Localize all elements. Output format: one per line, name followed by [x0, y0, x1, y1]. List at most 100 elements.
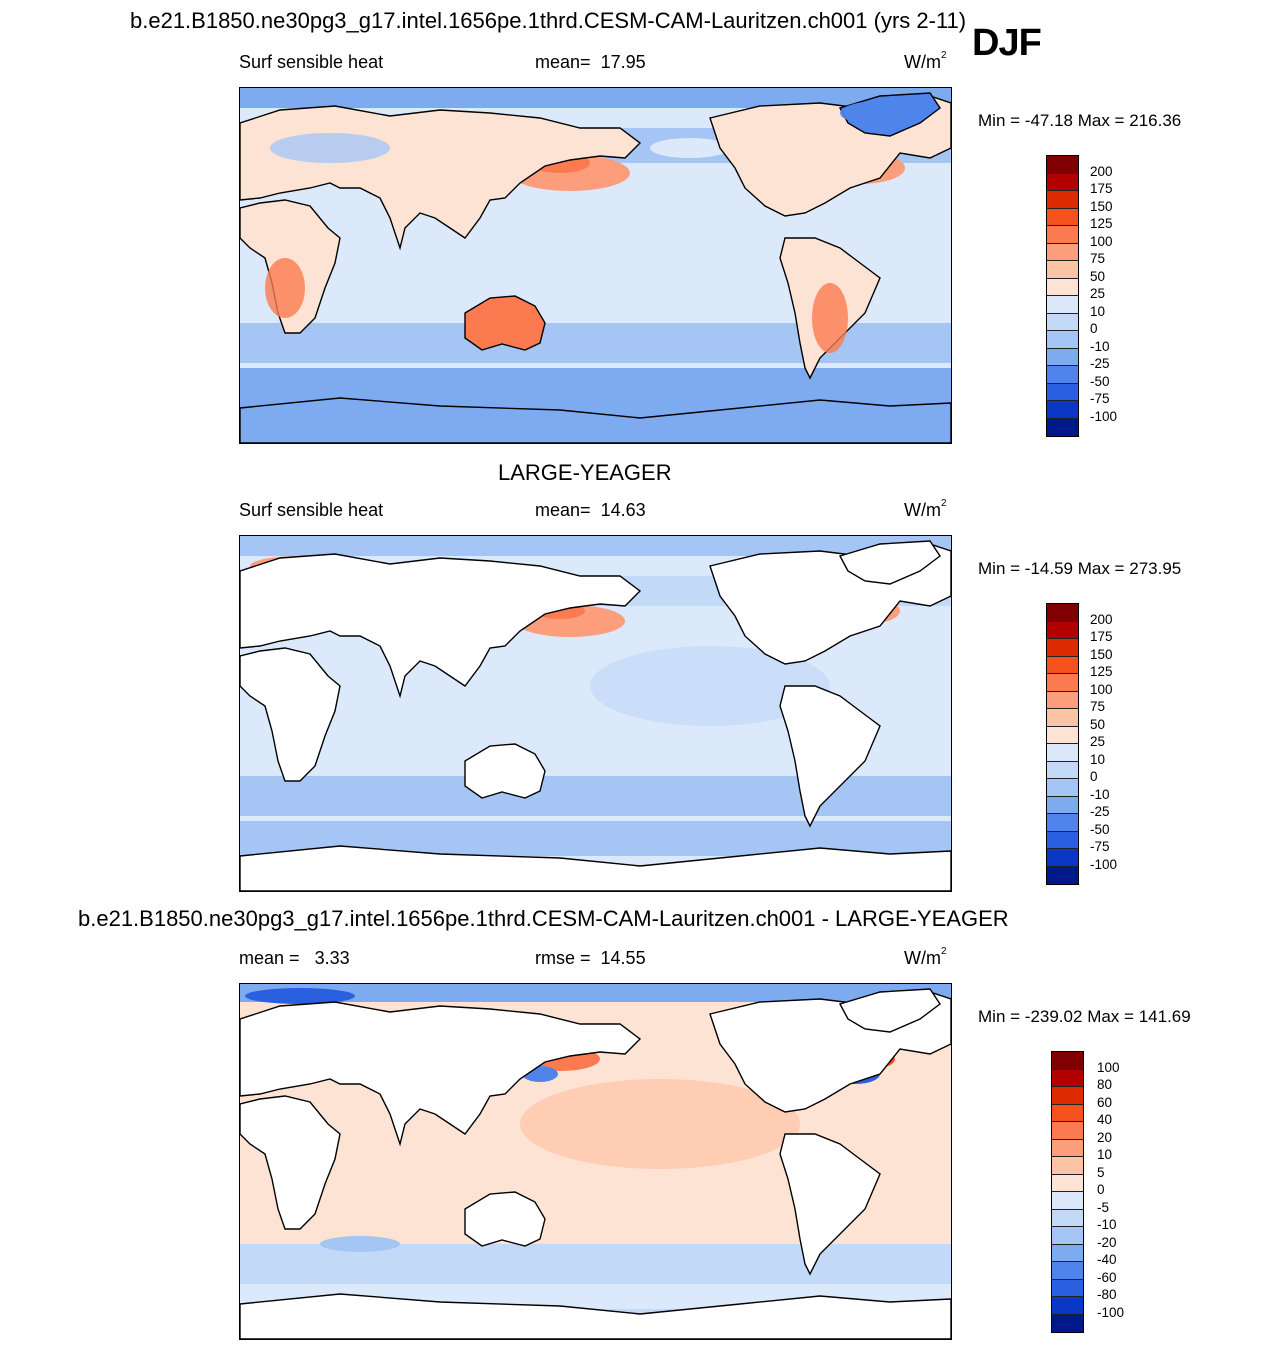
colorbar-level-label: -50 [1090, 373, 1110, 389]
colorbar-level-label: -80 [1097, 1287, 1117, 1302]
map-svg [240, 984, 951, 1339]
australia-landmass [464, 295, 546, 351]
colorbar-swatch [1047, 691, 1078, 709]
colorbar-level-label: 100 [1090, 681, 1113, 697]
colorbar-level-label: 10 [1090, 751, 1106, 767]
colorbar-swatch [1047, 849, 1078, 867]
colorbar-swatch [1047, 173, 1078, 191]
colorbar-level-label: 50 [1090, 716, 1106, 732]
colorbar-swatch [1047, 243, 1078, 261]
colorbar-level-label: 175 [1090, 181, 1113, 196]
colorbar-swatch [1052, 1157, 1083, 1175]
colorbar-swatch [1047, 744, 1078, 762]
colorbar-swatch [1047, 761, 1078, 779]
colorbar-swatch [1052, 1087, 1083, 1105]
colorbar-swatch [1052, 1174, 1083, 1192]
colorbar-level-label: -75 [1090, 839, 1110, 854]
colorbar-swatch [1047, 278, 1078, 296]
panel-top-map [239, 87, 952, 444]
colorbar-swatch [1052, 1227, 1083, 1245]
colorbar-level-label: 10 [1090, 303, 1106, 319]
colorbar-level-label: 60 [1097, 1094, 1113, 1110]
colorbar-swatch [1047, 674, 1078, 692]
colorbar-level-label: -60 [1097, 1269, 1117, 1285]
panel-bottom-stat: mean = 3.33 [239, 948, 350, 968]
colorbar-level-label: -10 [1090, 338, 1110, 354]
colorbar-swatch [1052, 1139, 1083, 1157]
panel-middle-variable: Surf sensible heat [239, 500, 384, 520]
colorbar-swatch [1052, 1244, 1083, 1262]
field-patch [520, 1079, 800, 1169]
colorbar-swatch [1047, 296, 1078, 314]
colorbar-swatch [1047, 261, 1078, 279]
colorbar-swatch [1052, 1297, 1083, 1315]
field-patch [650, 138, 730, 158]
map-svg [240, 88, 951, 443]
ocean-band [240, 536, 951, 556]
colorbar-level-label: 150 [1090, 646, 1113, 662]
colorbar-swatch [1047, 191, 1078, 209]
panel-middle-title: LARGE-YEAGER [498, 460, 672, 485]
eurasia-landmass [240, 1001, 642, 1147]
colorbar-swatch [1047, 639, 1078, 657]
panel-top-stat: mean= 17.95 [535, 52, 646, 72]
colorbar-level-label: 175 [1090, 629, 1113, 644]
colorbar-level-label: 80 [1097, 1077, 1113, 1092]
colorbar-level-label: -20 [1097, 1234, 1117, 1250]
season-label: DJF [972, 22, 1042, 64]
colorbar-swatch [1052, 1052, 1083, 1070]
antarctica-landmass [240, 845, 951, 891]
colorbar-level-label: 50 [1090, 268, 1106, 284]
colorbar-level-label: -10 [1090, 786, 1110, 802]
panel-middle-units: W/m2 [904, 498, 947, 520]
colorbar-level-label: 125 [1090, 216, 1113, 231]
colorbar-swatch [1052, 1192, 1083, 1210]
panel-middle-stat: mean= 14.63 [535, 500, 646, 520]
panel-bottom-stat2: rmse = 14.55 [535, 948, 646, 968]
colorbar-level-label: 25 [1090, 286, 1106, 301]
land-field-patch [270, 133, 390, 163]
colorbar-swatch [1047, 366, 1078, 384]
colorbar-swatch [1047, 208, 1078, 226]
field-patch [320, 1236, 400, 1252]
greenland-landmass [838, 988, 941, 1033]
colorbar-level-label: -25 [1090, 804, 1110, 819]
colorbar-level-label: 200 [1090, 163, 1113, 179]
colorbar-level-label: 20 [1097, 1129, 1113, 1145]
colorbar-level-label: 75 [1090, 699, 1106, 714]
australia-landmass [464, 1191, 546, 1247]
colorbar-swatch [1047, 726, 1078, 744]
colorbar-swatch [1047, 313, 1078, 331]
panel-top-colorbar [1046, 155, 1079, 437]
colorbar-level-label: 125 [1090, 664, 1113, 679]
panel-middle-minmax: Min = -14.59 Max = 273.95 [978, 559, 1182, 578]
colorbar-swatch [1047, 348, 1078, 366]
field-patch [245, 988, 355, 1004]
colorbar-level-label: -40 [1097, 1252, 1117, 1267]
australia-landmass [464, 743, 546, 799]
colorbar-level-label: 40 [1097, 1112, 1113, 1127]
colorbar-level-label: -100 [1090, 856, 1118, 872]
colorbar-level-label: 100 [1090, 233, 1113, 249]
field-patch [590, 646, 830, 726]
colorbar-swatch [1052, 1104, 1083, 1122]
colorbar-level-label: -25 [1090, 356, 1110, 371]
colorbar-level-label: 150 [1090, 198, 1113, 214]
colorbar-level-label: 0 [1090, 321, 1098, 336]
south-america-landmass [779, 1133, 881, 1276]
colorbar-level-label: 25 [1090, 734, 1106, 749]
land-field-patch [265, 258, 305, 318]
land-field-patch [840, 101, 920, 125]
colorbar-swatch [1047, 831, 1078, 849]
panel-top-variable: Surf sensible heat [239, 52, 384, 72]
colorbar-swatch [1052, 1314, 1083, 1332]
panel-bottom-units: W/m2 [904, 946, 947, 968]
colorbar-swatch [1047, 779, 1078, 797]
africa-landmass [240, 1095, 341, 1230]
colorbar-level-label: 0 [1097, 1182, 1105, 1197]
antarctica-landmass [240, 1293, 951, 1339]
colorbar-swatch [1047, 656, 1078, 674]
colorbar-swatch [1052, 1262, 1083, 1280]
colorbar-swatch [1047, 796, 1078, 814]
colorbar-swatch [1052, 1069, 1083, 1087]
